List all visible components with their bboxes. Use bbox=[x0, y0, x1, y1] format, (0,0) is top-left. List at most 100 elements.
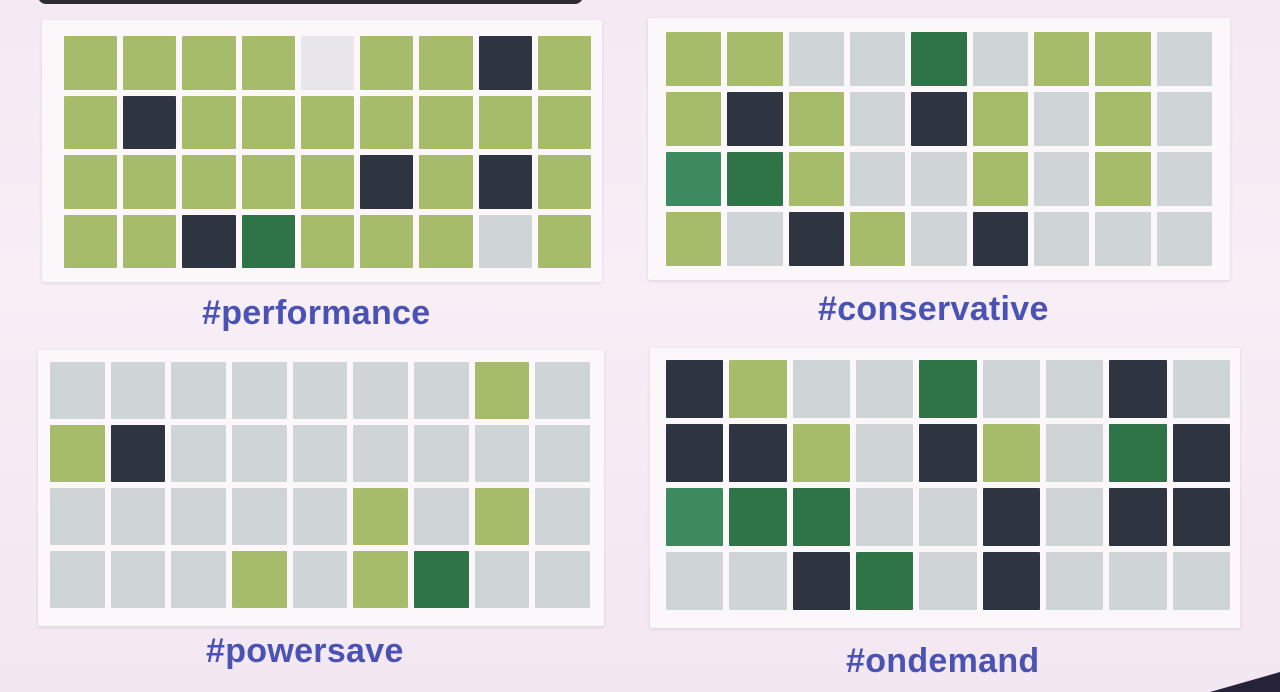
grid-cell bbox=[360, 36, 414, 90]
grid-cell bbox=[982, 424, 1040, 482]
grid-cell bbox=[1095, 212, 1151, 266]
grid-cell bbox=[300, 36, 355, 90]
grid-cell bbox=[110, 551, 166, 608]
grid-cell bbox=[1033, 212, 1090, 266]
panel-performance bbox=[42, 20, 602, 282]
grid-cell bbox=[788, 212, 844, 266]
grid-cell bbox=[666, 92, 722, 146]
grid-cell bbox=[855, 488, 914, 546]
grid-cell bbox=[1156, 32, 1212, 86]
grid-cell bbox=[50, 551, 105, 608]
grid-ondemand bbox=[666, 360, 1230, 610]
grid-cell bbox=[419, 36, 473, 90]
grid-cell bbox=[292, 551, 348, 608]
grid-cell bbox=[537, 155, 591, 209]
grid-cell bbox=[419, 214, 473, 268]
grid-cell bbox=[855, 360, 914, 418]
label-powersave: #powersave bbox=[206, 632, 404, 670]
grid-cell bbox=[1045, 360, 1104, 418]
grid-cell bbox=[353, 425, 408, 482]
grid-cell bbox=[1045, 552, 1104, 610]
grid-cell bbox=[1172, 488, 1230, 546]
grid-cell bbox=[537, 214, 591, 268]
grid-cell bbox=[353, 362, 408, 419]
grid-cell bbox=[919, 424, 977, 482]
grid-cell bbox=[360, 155, 414, 209]
grid-cell bbox=[911, 212, 967, 266]
grid-cell bbox=[849, 152, 906, 206]
grid-cell bbox=[911, 32, 967, 86]
grid-cell bbox=[171, 362, 226, 419]
panel-powersave bbox=[38, 350, 604, 626]
grid-cell bbox=[300, 155, 355, 209]
grid-cell bbox=[666, 152, 722, 206]
grid-cell bbox=[1045, 424, 1104, 482]
grid-cell bbox=[360, 214, 414, 268]
grid-cell bbox=[1156, 212, 1212, 266]
grid-cell bbox=[727, 152, 783, 206]
grid-cell bbox=[1172, 360, 1230, 418]
grid-cell bbox=[792, 552, 850, 610]
grid-cell bbox=[110, 488, 166, 545]
grid-cell bbox=[123, 95, 177, 149]
grid-cell bbox=[171, 425, 226, 482]
grid-cell bbox=[982, 488, 1040, 546]
grid-cell bbox=[232, 362, 287, 419]
panel-ondemand bbox=[650, 348, 1240, 628]
grid-cell bbox=[1033, 32, 1090, 86]
grid-cell bbox=[478, 36, 532, 90]
grid-cell bbox=[849, 32, 906, 86]
grid-cell bbox=[729, 424, 787, 482]
grid-cell bbox=[64, 36, 118, 90]
grid-cell bbox=[919, 360, 977, 418]
grid-cell bbox=[727, 212, 783, 266]
grid-cell bbox=[474, 551, 530, 608]
grid-cell bbox=[911, 152, 967, 206]
grid-cell bbox=[1172, 552, 1230, 610]
grid-cell bbox=[474, 488, 530, 545]
grid-cell bbox=[241, 95, 295, 149]
grid-cell bbox=[972, 92, 1028, 146]
grid-cell bbox=[535, 362, 590, 419]
grid-cell bbox=[919, 488, 977, 546]
grid-cell bbox=[729, 488, 787, 546]
grid-cell bbox=[110, 362, 166, 419]
grid-cell bbox=[666, 424, 724, 482]
grid-cell bbox=[419, 95, 473, 149]
grid-conservative bbox=[666, 32, 1212, 266]
grid-cell bbox=[110, 425, 166, 482]
top-device-edge bbox=[38, 0, 583, 4]
grid-cell bbox=[855, 552, 914, 610]
grid-cell bbox=[232, 488, 287, 545]
grid-cell bbox=[1172, 424, 1230, 482]
grid-cell bbox=[972, 152, 1028, 206]
grid-cell bbox=[982, 360, 1040, 418]
grid-cell bbox=[241, 36, 295, 90]
grid-cell bbox=[666, 32, 722, 86]
grid-cell bbox=[788, 32, 844, 86]
grid-cell bbox=[414, 551, 469, 608]
grid-cell bbox=[414, 488, 469, 545]
grid-cell bbox=[419, 155, 473, 209]
grid-cell bbox=[241, 214, 295, 268]
grid-cell bbox=[353, 488, 408, 545]
grid-cell bbox=[855, 424, 914, 482]
grid-cell bbox=[300, 95, 355, 149]
grid-cell bbox=[232, 551, 287, 608]
grid-cell bbox=[50, 425, 105, 482]
grid-cell bbox=[478, 214, 532, 268]
grid-cell bbox=[788, 152, 844, 206]
grid-cell bbox=[360, 95, 414, 149]
grid-cell bbox=[241, 155, 295, 209]
grid-cell bbox=[1156, 152, 1212, 206]
label-ondemand: #ondemand bbox=[846, 642, 1040, 680]
grid-cell bbox=[1033, 92, 1090, 146]
grid-cell bbox=[666, 552, 724, 610]
device-corner-shape bbox=[1210, 672, 1280, 692]
grid-cell bbox=[972, 212, 1028, 266]
grid-cell bbox=[537, 36, 591, 90]
grid-cell bbox=[1109, 360, 1167, 418]
grid-cell bbox=[1045, 488, 1104, 546]
grid-cell bbox=[792, 488, 850, 546]
grid-cell bbox=[182, 95, 236, 149]
